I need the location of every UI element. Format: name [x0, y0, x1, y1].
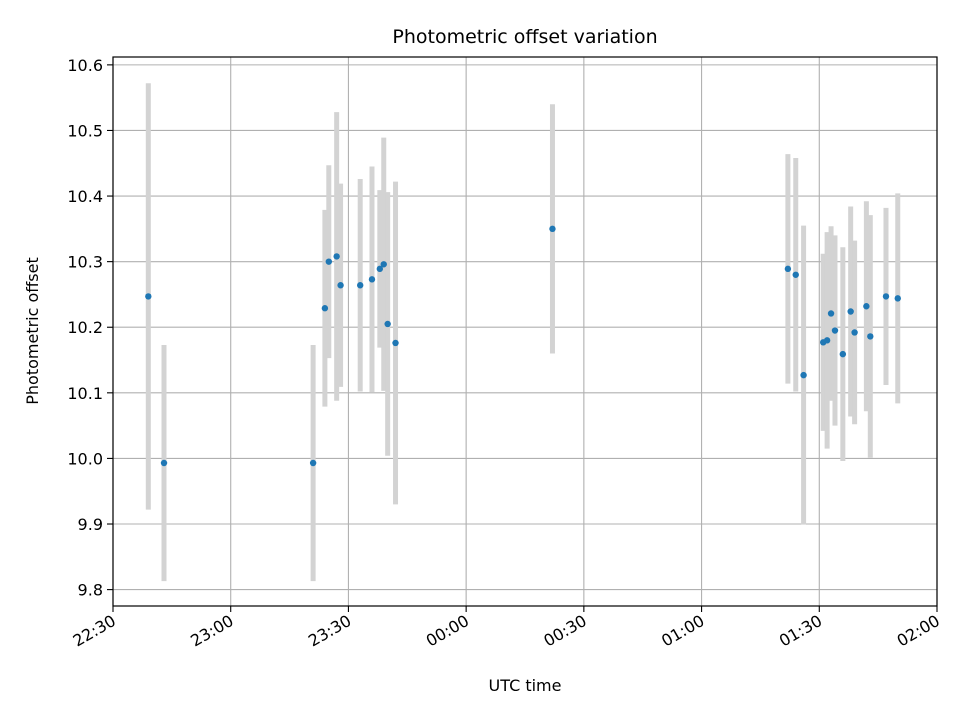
- x-tick-label: 00:00: [423, 611, 472, 651]
- data-point: [321, 305, 329, 312]
- data-point: [384, 320, 391, 328]
- x-tick-label: 01:30: [776, 611, 825, 651]
- data-point: [337, 282, 344, 289]
- chart-title: Photometric offset variation: [392, 26, 657, 48]
- data-point: [792, 271, 799, 278]
- x-tick-label: 22:30: [70, 611, 119, 651]
- x-tick-label: 23:00: [187, 611, 236, 651]
- y-tick-label: 10.6: [67, 56, 103, 75]
- y-tick-label: 10.2: [67, 318, 103, 337]
- data-point: [823, 337, 831, 344]
- y-tick-label: 10.5: [67, 121, 103, 140]
- data-point: [325, 258, 333, 265]
- data-point: [867, 333, 874, 340]
- y-tick-label: 10.4: [67, 187, 103, 206]
- data-points: [145, 225, 901, 467]
- y-tick-label: 10.3: [67, 253, 103, 272]
- data-point: [827, 310, 835, 317]
- data-point: [784, 265, 792, 273]
- data-point: [380, 261, 387, 268]
- y-tick-label: 10.1: [67, 384, 103, 403]
- data-point: [863, 303, 870, 310]
- data-point: [549, 225, 556, 233]
- grid: [112, 57, 938, 606]
- plot-frame: [112, 56, 938, 607]
- data-point: [800, 371, 807, 379]
- x-tick-label: 01:00: [658, 611, 707, 651]
- data-point: [145, 293, 152, 300]
- error-bars: [145, 83, 901, 582]
- x-tick-label: 23:30: [305, 611, 354, 651]
- data-point: [839, 350, 847, 358]
- data-point: [376, 265, 384, 273]
- x-axis-label: UTC time: [489, 676, 562, 695]
- x-axis: 22:30 23:00 23:30 00:00 00:30 01:00 01:30 02:00: [70, 606, 943, 651]
- y-tick-label: 9.9: [78, 515, 103, 534]
- data-point: [333, 253, 340, 260]
- data-point: [357, 282, 364, 289]
- data-point: [368, 276, 376, 283]
- data-point: [882, 293, 890, 300]
- y-tick-label: 10.0: [67, 449, 103, 468]
- x-tick-label: 02:00: [894, 611, 943, 651]
- data-point: [309, 459, 317, 467]
- x-tick-label: 00:30: [540, 611, 589, 651]
- data-point: [392, 339, 399, 347]
- data-point: [847, 308, 854, 315]
- y-axis: 9.8 9.9 10.0 10.1 10.2 10.3 10.4 10.5 10.6: [67, 56, 113, 600]
- y-axis-label: Photometric offset: [23, 257, 42, 405]
- data-point: [160, 459, 168, 467]
- data-point: [894, 295, 901, 302]
- data-point: [831, 327, 839, 334]
- data-point: [851, 329, 858, 336]
- y-tick-label: 9.8: [78, 581, 103, 600]
